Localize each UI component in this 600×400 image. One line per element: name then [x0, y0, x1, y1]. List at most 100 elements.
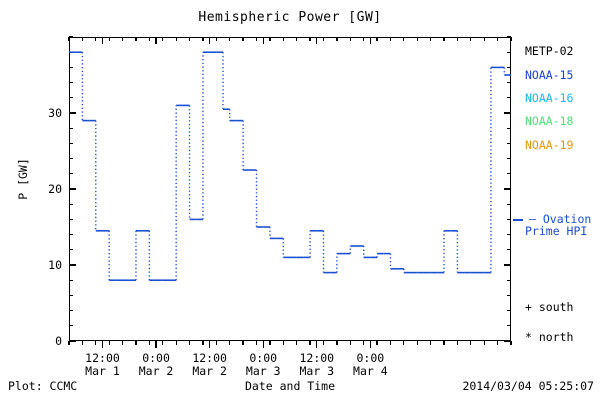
x-tick-label-date: Mar 2 — [138, 364, 174, 378]
y-tick-minor-right — [507, 294, 511, 297]
x-tick-minor — [135, 341, 137, 345]
y-tick-minor — [69, 309, 73, 312]
legend-entry-noaa-19: NOAA-19 — [525, 138, 574, 152]
x-tick-minor-top — [175, 37, 177, 41]
x-tick-minor — [282, 341, 284, 345]
x-tick-minor — [188, 341, 191, 345]
x-tick-minor — [470, 341, 472, 345]
x-tick-label-date: Mar 3 — [299, 364, 335, 378]
y-tick-label: 0 — [55, 334, 62, 348]
x-tick-minor-top — [322, 37, 325, 41]
x-tick-major — [208, 341, 211, 348]
x-tick-label-time: 0:00 — [249, 351, 278, 365]
y-tick-minor — [69, 294, 73, 297]
x-tick-minor-top — [188, 37, 191, 41]
x-tick-minor-top — [429, 37, 432, 41]
y-tick-minor-right — [507, 279, 511, 281]
x-tick-major — [262, 341, 264, 348]
x-tick-minor-top — [108, 37, 110, 41]
y-tick-major — [69, 264, 76, 266]
legend-entry-noaa-16: NOAA-16 — [525, 91, 574, 105]
y-tick-minor-right — [507, 97, 511, 99]
y-tick-label: 10 — [48, 258, 62, 272]
x-tick-minor — [322, 341, 325, 345]
y-tick-minor — [69, 157, 73, 160]
x-tick-minor — [309, 341, 311, 345]
x-tick-minor-top — [349, 37, 351, 41]
legend-entry-ovation-line2: Prime HPI — [525, 224, 588, 238]
x-tick-minor — [255, 341, 258, 345]
x-tick-major-top — [262, 37, 264, 44]
x-tick-label: 12:00 Mar 1 — [62, 352, 142, 378]
x-tick-minor — [363, 341, 365, 345]
x-tick-label: 12:00 Mar 2 — [170, 352, 250, 378]
x-tick-label-date: Mar 2 — [192, 364, 227, 378]
chart-title: Hemispheric Power [GW] — [198, 10, 382, 25]
legend-marker-north: * north — [525, 330, 574, 344]
x-tick-minor — [68, 341, 70, 345]
ovation-legend-dash-icon — [513, 219, 523, 221]
x-tick-major — [101, 341, 104, 348]
y-tick-label: 20 — [48, 182, 62, 196]
x-tick-minor-top — [376, 37, 378, 41]
x-tick-label-date: Mar 1 — [85, 364, 120, 378]
y-tick-minor-right — [507, 249, 511, 251]
y-tick-minor-right — [507, 218, 511, 221]
x-tick-label: 0:00 Mar 3 — [223, 352, 303, 378]
x-tick-minor — [269, 341, 271, 345]
y-tick-minor — [69, 218, 73, 221]
legend-entry-ovation-line1: – Ovation — [529, 212, 592, 226]
x-tick-major — [369, 341, 371, 348]
x-tick-minor — [242, 341, 244, 345]
x-tick-minor — [389, 341, 392, 345]
data-series-layer — [69, 51, 511, 281]
x-tick-minor — [121, 341, 124, 345]
x-tick-minor-top — [403, 37, 405, 41]
x-tick-minor-top — [269, 37, 271, 41]
x-tick-minor-top — [202, 37, 204, 41]
y-tick-minor-right — [507, 325, 511, 327]
legend-entry-noaa-15: NOAA-15 — [525, 68, 574, 82]
x-tick-major-top — [101, 37, 104, 44]
legend-marker-south: + south — [525, 300, 574, 314]
x-tick-minor — [496, 341, 499, 345]
x-tick-label-time: 0:00 — [356, 351, 385, 365]
y-tick-minor — [69, 325, 73, 327]
y-tick-minor-right — [507, 127, 511, 129]
x-tick-minor-top — [389, 37, 392, 41]
legend-entry-metp-02: METP-02 — [525, 44, 574, 58]
x-tick-minor-top — [255, 37, 258, 41]
y-tick-minor — [69, 36, 73, 38]
x-tick-minor — [162, 341, 164, 345]
x-tick-label-time: 12:00 — [299, 351, 335, 365]
x-tick-minor — [296, 341, 298, 345]
y-tick-minor — [69, 66, 73, 69]
x-tick-minor-top — [309, 37, 311, 41]
plot-source-label: Plot: CCMC — [8, 379, 78, 393]
x-tick-minor-top — [68, 37, 70, 41]
x-tick-minor — [175, 341, 177, 345]
x-tick-major — [316, 341, 318, 348]
x-tick-minor-top — [470, 37, 472, 41]
x-tick-label: 0:00 Mar 2 — [116, 352, 196, 378]
y-tick-minor — [69, 233, 73, 236]
x-tick-minor — [148, 341, 150, 345]
x-tick-minor-top — [81, 37, 84, 41]
y-tick-minor — [69, 142, 73, 145]
x-tick-minor — [416, 341, 418, 345]
x-tick-minor-top — [456, 37, 459, 41]
y-tick-minor-right — [507, 233, 511, 236]
y-tick-major — [69, 188, 76, 190]
x-tick-minor — [95, 341, 97, 345]
y-tick-minor — [69, 97, 73, 99]
y-tick-minor-right — [507, 203, 511, 205]
y-tick-minor — [69, 81, 73, 84]
x-tick-minor-top — [121, 37, 124, 41]
x-tick-minor-top — [510, 37, 512, 41]
x-tick-minor — [336, 341, 338, 345]
x-tick-minor-top — [296, 37, 298, 41]
x-tick-major-top — [316, 37, 318, 44]
legend-entry-noaa-18: NOAA-18 — [525, 114, 574, 128]
x-tick-minor — [376, 341, 378, 345]
x-tick-minor — [456, 341, 459, 345]
